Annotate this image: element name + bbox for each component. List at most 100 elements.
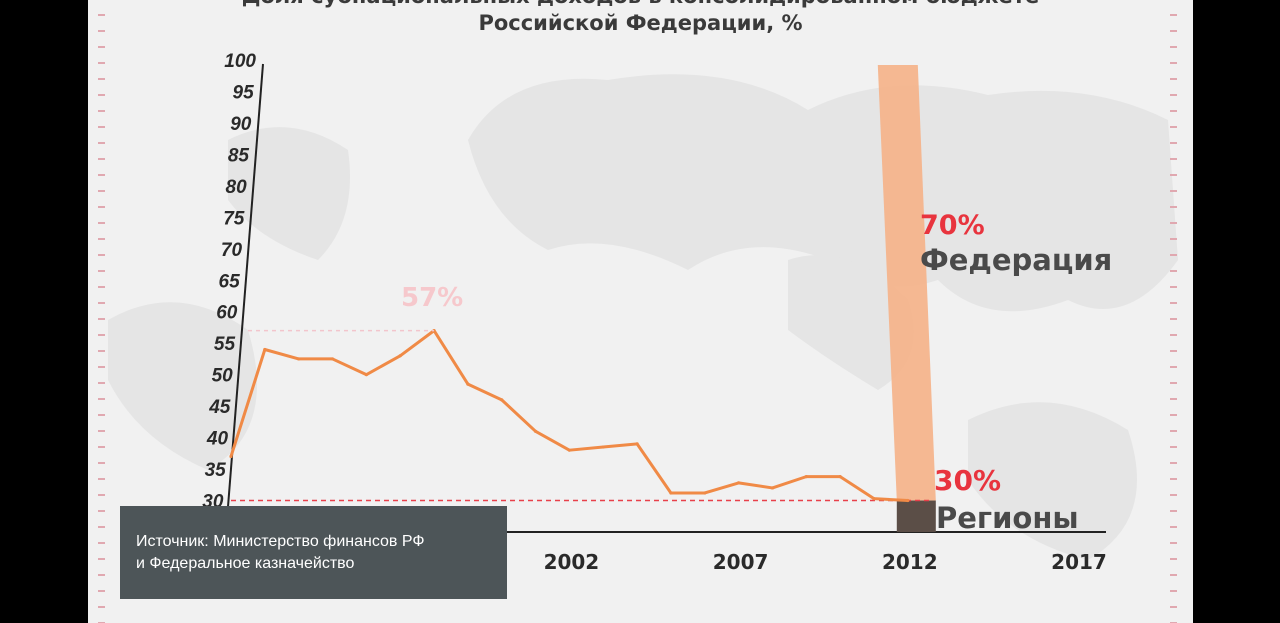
video-frame: Доля субнациональных доходов в консолиди…	[88, 0, 1193, 623]
edge-mark	[1170, 270, 1177, 272]
edge-mark	[98, 142, 105, 144]
edge-mark	[1170, 222, 1177, 224]
source-line-1: Источник: Министерство финансов РФ	[136, 533, 425, 550]
series-point	[229, 454, 233, 459]
edge-mark	[1170, 46, 1177, 48]
edge-mark	[1170, 510, 1177, 512]
edge-mark	[98, 190, 105, 192]
edge-mark	[1170, 494, 1177, 496]
edge-mark	[98, 222, 105, 224]
edge-mark	[1170, 158, 1177, 160]
edge-mark	[1170, 142, 1177, 144]
y-tick-label: 55	[214, 334, 236, 355]
y-tick-label: 80	[226, 177, 248, 198]
edge-mark	[98, 462, 105, 464]
edge-mark	[1170, 430, 1177, 432]
edge-mark	[98, 526, 105, 528]
x-tick-label: 2017	[1051, 550, 1107, 574]
edge-mark	[1170, 542, 1177, 544]
edge-mark	[98, 542, 105, 544]
edge-mark	[1170, 286, 1177, 288]
edge-mark	[1170, 254, 1177, 256]
series-point	[770, 486, 775, 490]
edge-mark	[98, 430, 105, 432]
series-point	[500, 398, 504, 402]
y-tick-label: 85	[228, 145, 250, 166]
edge-mark	[1170, 574, 1177, 576]
regions-name-label: Регионы	[936, 501, 1079, 535]
edge-mark	[98, 590, 105, 592]
edge-mark	[1170, 206, 1177, 208]
axes	[225, 63, 1106, 533]
series-point	[567, 448, 571, 452]
edge-mark	[1170, 302, 1177, 304]
series-point	[330, 357, 335, 361]
y-tick-label: 50	[212, 366, 234, 387]
edge-mark	[98, 478, 105, 480]
left-edge-marks	[98, 0, 106, 623]
edge-mark	[98, 302, 105, 304]
y-tick-label: 45	[208, 397, 231, 418]
edge-mark	[98, 334, 105, 336]
series-point	[804, 475, 808, 479]
federation-share-bar	[877, 65, 936, 501]
edge-mark	[98, 78, 105, 80]
edge-mark	[1170, 190, 1177, 192]
edge-mark	[98, 94, 105, 96]
edge-mark	[1170, 94, 1177, 96]
edge-mark	[1170, 446, 1177, 448]
series-point	[872, 497, 876, 501]
y-tick-label: 65	[219, 271, 241, 292]
edge-mark	[98, 510, 105, 512]
edge-mark	[98, 382, 105, 384]
edge-mark	[98, 62, 105, 64]
edge-mark	[98, 414, 105, 416]
edge-mark	[1170, 398, 1177, 400]
edge-mark	[98, 606, 105, 608]
y-tick-label: 75	[223, 208, 245, 229]
series-point	[838, 475, 842, 479]
edge-mark	[98, 574, 105, 576]
edge-mark	[1170, 238, 1177, 240]
edge-mark	[1170, 78, 1177, 80]
edge-mark	[1170, 30, 1177, 32]
edge-mark	[1170, 366, 1177, 368]
y-tick-label: 90	[230, 114, 252, 135]
edge-mark	[1170, 62, 1177, 64]
series-point	[297, 357, 301, 361]
edge-mark	[98, 366, 105, 368]
edge-mark	[98, 318, 105, 320]
edge-mark	[98, 446, 105, 448]
edge-mark	[1170, 14, 1177, 16]
edge-mark	[98, 254, 105, 256]
series-point	[533, 429, 538, 433]
y-axis-ticks: 100959085807570656055504540353025	[199, 51, 256, 544]
edge-mark	[98, 286, 105, 288]
series-point	[398, 354, 402, 358]
edge-mark	[1170, 174, 1177, 176]
series-point	[906, 498, 910, 503]
edge-mark	[1170, 478, 1177, 480]
share-bar	[877, 65, 936, 532]
edge-mark	[1170, 334, 1177, 336]
regions-share-bar	[896, 500, 936, 532]
edge-mark	[1170, 558, 1177, 560]
x-tick-label: 2012	[882, 550, 938, 574]
y-tick-label: 35	[205, 460, 227, 481]
edge-mark	[1170, 126, 1177, 128]
edge-mark	[1170, 590, 1177, 592]
edge-mark	[1170, 526, 1177, 528]
edge-mark	[98, 270, 105, 272]
edge-mark	[98, 46, 105, 48]
federation-name-label: Федерация	[920, 243, 1112, 277]
chart-title-line1: Доля субнациональных доходов в консолиди…	[88, 0, 1193, 10]
series-point	[601, 445, 605, 449]
edge-mark	[98, 206, 105, 208]
edge-mark	[98, 158, 105, 160]
edge-mark	[1170, 462, 1177, 464]
edge-mark	[98, 494, 105, 496]
x-tick-label: 2002	[544, 550, 600, 574]
annotation-labels: 57% 70%Федерация 30% Регионы	[248, 210, 1112, 535]
edge-mark	[1170, 382, 1177, 384]
edge-mark	[98, 14, 105, 16]
